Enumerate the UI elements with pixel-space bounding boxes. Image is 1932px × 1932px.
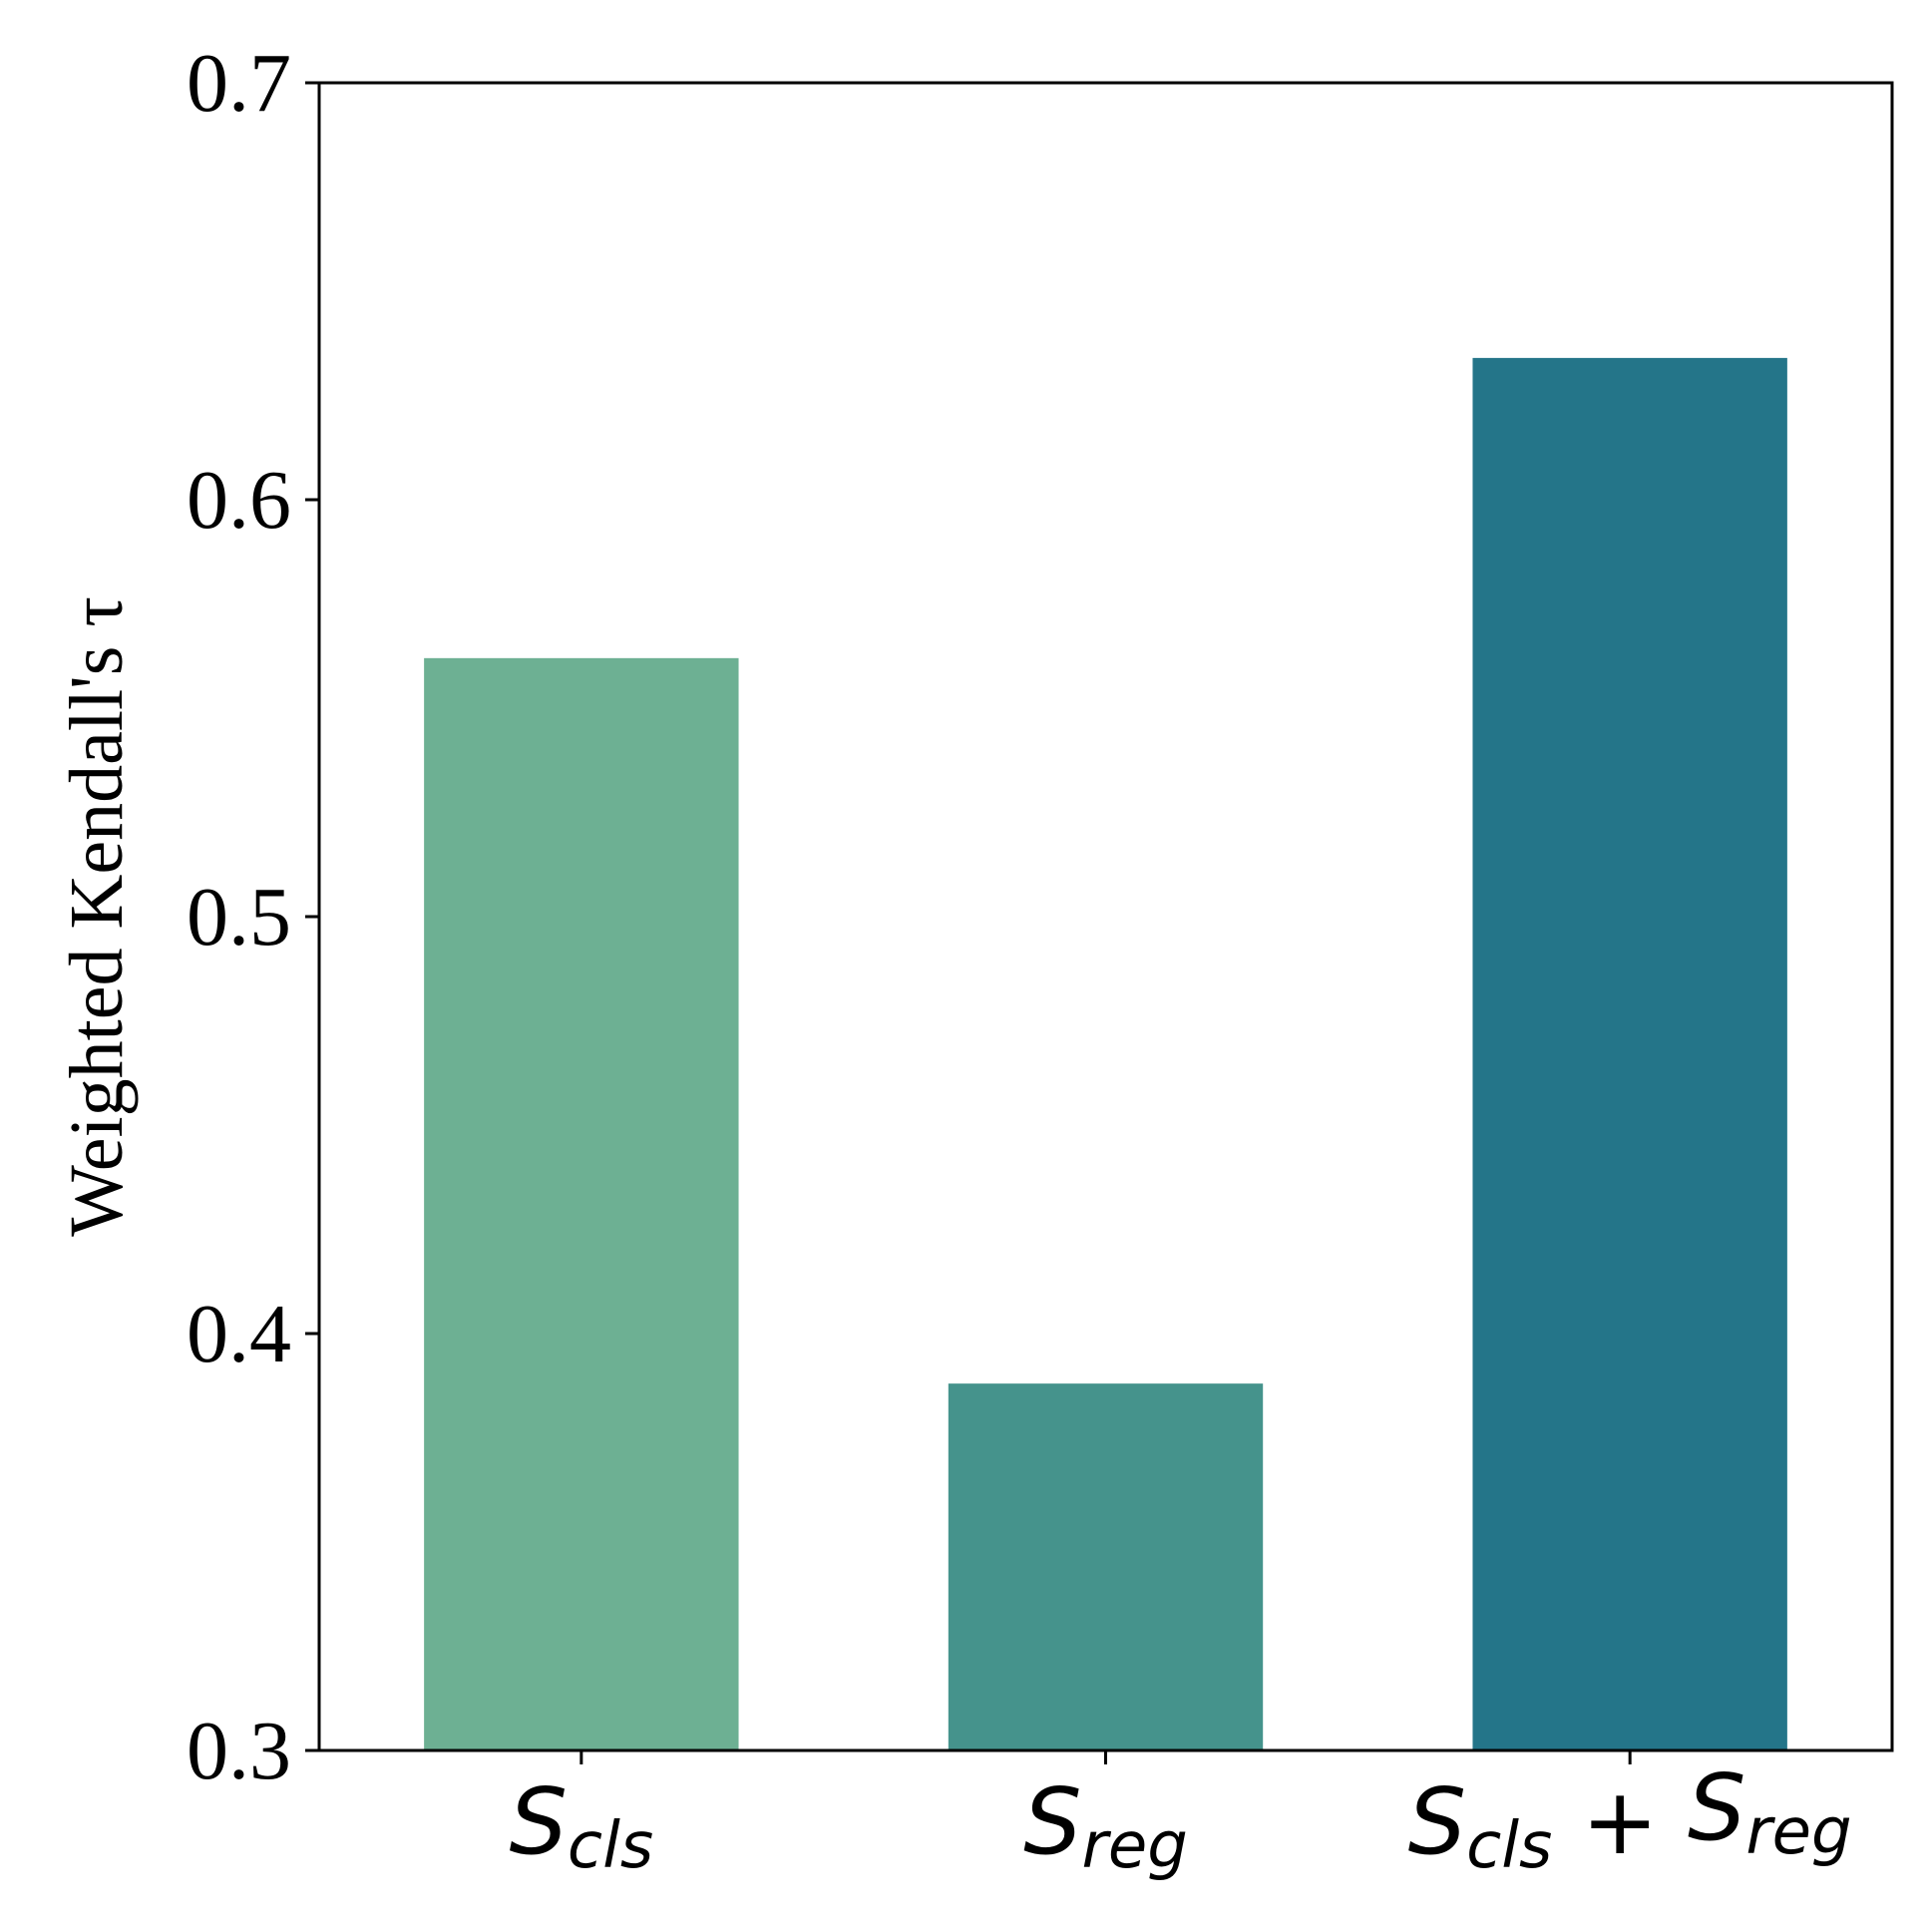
y-tick-label: 0.5 [187, 871, 291, 964]
bar-1 [948, 1383, 1264, 1750]
bars-group [424, 357, 1787, 1750]
y-tick-label: 0.7 [187, 37, 291, 130]
y-tick-label: 0.4 [187, 1288, 291, 1380]
y-tick-label: 0.6 [187, 454, 291, 547]
x-tick-label: Scls + Sreg [1408, 1754, 1852, 1883]
bar-0 [424, 657, 739, 1750]
bar-2 [1472, 357, 1787, 1750]
y-tick-label: 0.3 [187, 1705, 291, 1797]
x-axis: Scls Sreg Scls + Sreg [509, 1750, 1852, 1883]
x-tick-label: Sreg [1023, 1768, 1188, 1883]
x-tick-label: Scls [509, 1768, 653, 1883]
y-axis-label: Weighted Kendall's τ [55, 596, 139, 1237]
y-axis: 0.3 0.4 0.5 0.6 0.7 [187, 37, 319, 1797]
